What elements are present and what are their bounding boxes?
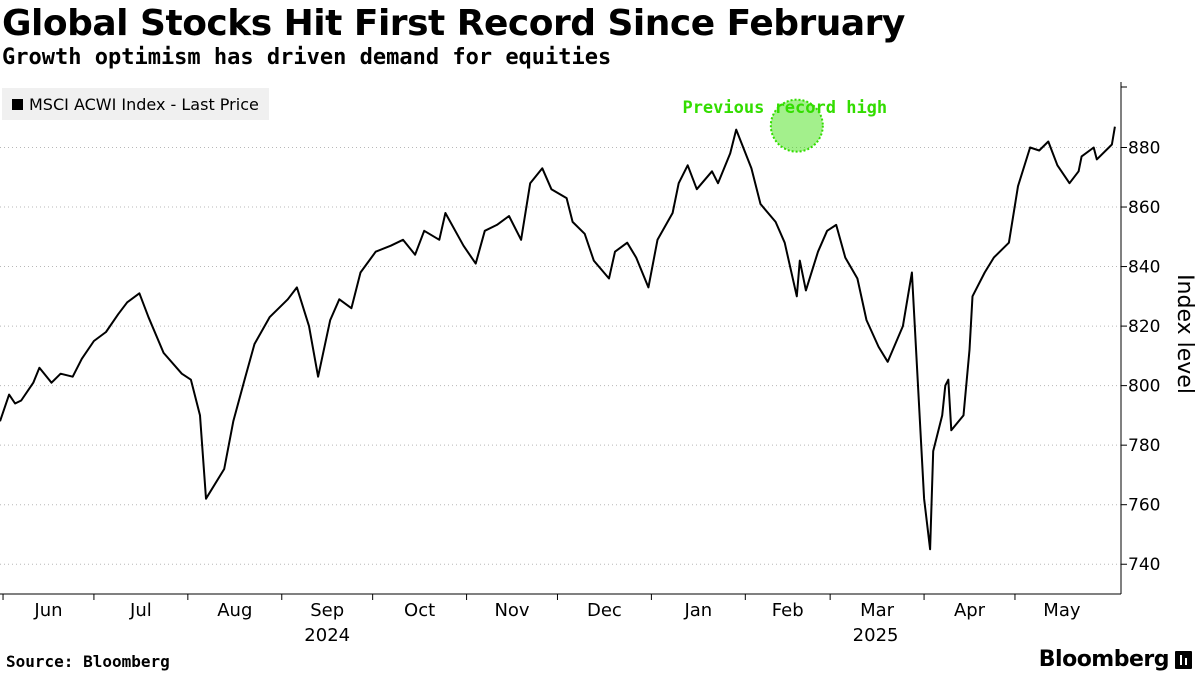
y-tick-label: 820 [1128, 317, 1160, 337]
x-tick-label: Aug [217, 600, 252, 621]
x-tick-label: Jul [129, 600, 152, 621]
brand-name: Bloomberg [1038, 647, 1170, 672]
y-axis-label: Index level [1172, 274, 1197, 394]
legend-label: MSCI ACWI Index - Last Price [29, 94, 259, 114]
record-high-highlight [769, 98, 824, 153]
x-year-label: 2025 [853, 625, 899, 646]
series-line [0, 126, 1116, 551]
annotation-label: Previous record high [682, 98, 887, 118]
x-tick-label: Nov [494, 600, 529, 621]
x-tick-label: Jun [33, 600, 62, 621]
y-tick-label: 760 [1128, 496, 1160, 516]
x-tick-label: Mar [860, 600, 895, 621]
chart-title: Global Stocks Hit First Record Since Feb… [2, 3, 905, 44]
bloomberg-terminal-icon [1175, 650, 1192, 669]
x-tick-label: Sep [310, 600, 344, 621]
y-tick-label: 860 [1128, 198, 1160, 218]
chart-subtitle: Growth optimism has driven demand for eq… [2, 45, 612, 70]
x-tick-label: Oct [404, 600, 435, 621]
y-tick-label: 800 [1128, 377, 1160, 397]
x-tick-label: May [1043, 600, 1081, 621]
x-tick-label: Dec [587, 600, 622, 621]
x-tick-label: Apr [954, 600, 986, 621]
y-tick-label: 780 [1128, 436, 1160, 456]
legend: MSCI ACWI Index - Last Price [2, 88, 269, 120]
y-tick-label: 880 [1128, 138, 1160, 158]
source-note: Source: Bloomberg [6, 652, 170, 671]
x-tick-label: Jan [683, 600, 712, 621]
y-tick-label: 740 [1128, 555, 1160, 575]
y-tick-label: 840 [1128, 258, 1160, 278]
brand-logo: Bloomberg [1039, 647, 1192, 672]
legend-swatch [12, 98, 23, 110]
x-tick-label: Feb [772, 600, 804, 621]
x-year-label: 2024 [304, 625, 350, 646]
